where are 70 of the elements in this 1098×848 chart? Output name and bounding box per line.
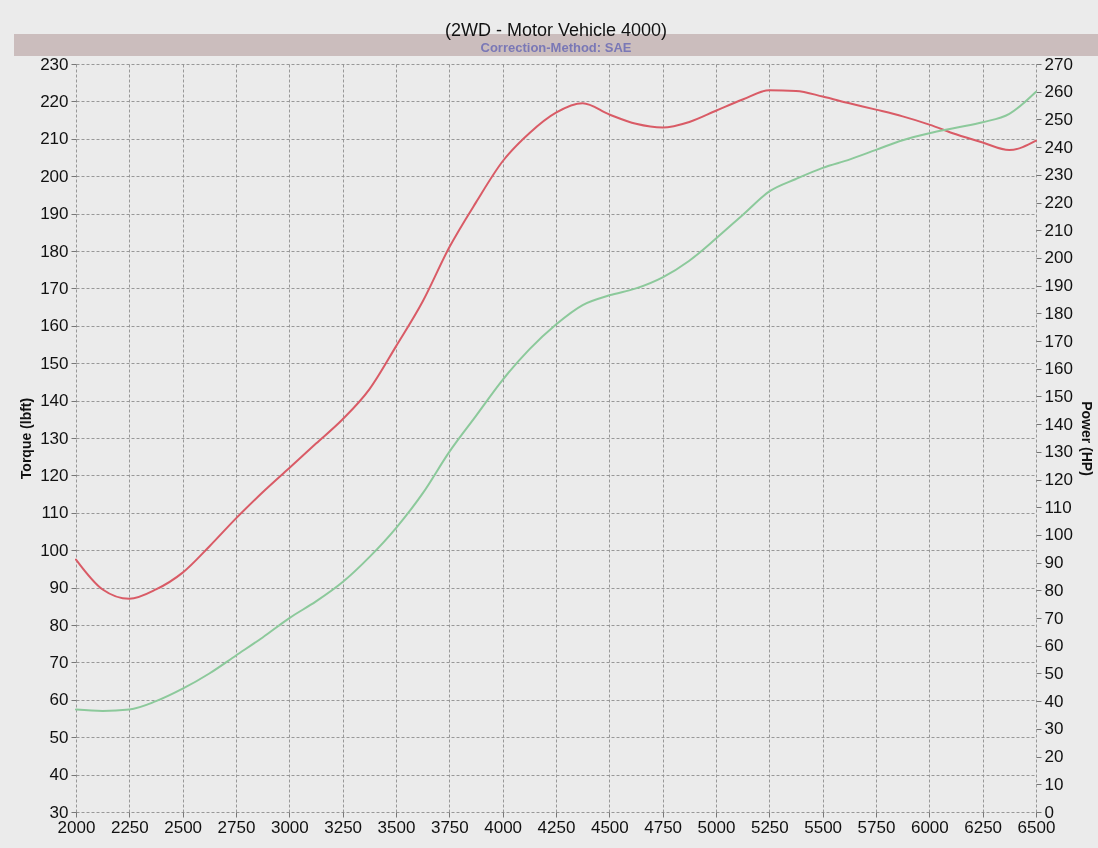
y2-tick-label: 260 xyxy=(1044,82,1073,102)
line-series xyxy=(75,90,1037,712)
y2-tick-label: 270 xyxy=(1044,54,1073,74)
x-tick-label: 6250 xyxy=(964,817,1003,837)
y-tick-label: 230 xyxy=(40,54,69,74)
y2-tick-label: 130 xyxy=(1044,442,1073,462)
x-tick-label: 2500 xyxy=(164,817,203,837)
chart-subtitle: Correction-Method: SAE xyxy=(480,40,632,55)
y2-tick-label: 90 xyxy=(1044,553,1064,573)
y2-tick-label: 160 xyxy=(1044,359,1073,379)
x-tick-label: 4250 xyxy=(537,817,576,837)
line-series xyxy=(75,89,1037,600)
y2-tick-label: 140 xyxy=(1044,414,1073,434)
x-tick-label: 4500 xyxy=(590,817,629,837)
y2-axis-title: Power (HP) xyxy=(1078,401,1095,476)
y2-tick-label: 30 xyxy=(1044,719,1064,739)
y-tick-label: 140 xyxy=(40,391,69,411)
y2-tick-label: 20 xyxy=(1044,747,1064,767)
y2-tick-label: 230 xyxy=(1044,165,1073,185)
y-tick-label: 160 xyxy=(40,316,69,336)
y2-tick-label: 170 xyxy=(1044,331,1073,351)
y2-tick-label: 100 xyxy=(1044,525,1073,545)
chart-title: (2WD - Motor Vehicle 4000) xyxy=(444,20,668,40)
y2-tick-label: 200 xyxy=(1044,248,1073,268)
x-tick-label: 5500 xyxy=(804,817,843,837)
y2-tick-label: 40 xyxy=(1044,691,1064,711)
x-tick-label: 3500 xyxy=(377,817,416,837)
y-tick-label: 50 xyxy=(49,727,69,747)
x-tick-label: 4750 xyxy=(644,817,683,837)
y-tick-label: 90 xyxy=(49,578,69,598)
y2-tick-label: 220 xyxy=(1044,193,1073,213)
y2-tick-label: 190 xyxy=(1044,276,1073,296)
y-tick-label: 120 xyxy=(40,465,69,485)
x-tick-label: 5750 xyxy=(857,817,896,837)
y-tick-label: 100 xyxy=(40,540,69,560)
y-tick-label: 150 xyxy=(40,353,69,373)
y-tick-label: 210 xyxy=(40,129,69,149)
y-tick-label: 60 xyxy=(49,690,69,710)
y2-tick-label: 250 xyxy=(1044,109,1073,129)
y2-tick-label: 240 xyxy=(1044,137,1073,157)
x-tick-label: 3250 xyxy=(324,817,363,837)
y2-tick-label: 80 xyxy=(1044,580,1064,600)
y-axis-title: Torque (lbft) xyxy=(18,397,35,480)
y-tick-label: 80 xyxy=(49,615,69,635)
y2-tick-label: 60 xyxy=(1044,636,1064,656)
y-tick-label: 70 xyxy=(49,652,69,672)
x-tick-label: 2250 xyxy=(110,817,149,837)
x-tick-label: 3750 xyxy=(430,817,469,837)
y2-tick-label: 50 xyxy=(1044,663,1064,683)
x-tick-label: 6000 xyxy=(910,817,949,837)
x-tick-label: 3000 xyxy=(270,817,309,837)
y-tick-label: 170 xyxy=(40,278,69,298)
y2-tick-label: 180 xyxy=(1044,303,1073,323)
y2-tick-label: 110 xyxy=(1044,497,1072,517)
y-tick-label: 190 xyxy=(40,204,69,224)
y2-tick-label: 210 xyxy=(1044,220,1073,240)
y-tick-label: 180 xyxy=(40,241,69,261)
y-tick-label: 220 xyxy=(40,91,69,111)
y2-tick-label: 10 xyxy=(1044,774,1064,794)
y2-tick-label: 150 xyxy=(1044,386,1073,406)
x-tick-label: 4000 xyxy=(484,817,523,837)
x-tick-label: 5000 xyxy=(697,817,736,837)
y-tick-label: 200 xyxy=(40,166,69,186)
x-tick-label: 2750 xyxy=(217,817,256,837)
y-tick-label: 110 xyxy=(41,503,69,523)
y2-tick-label: 120 xyxy=(1044,470,1073,490)
y-tick-label: 130 xyxy=(40,428,69,448)
y-tick-label: 40 xyxy=(49,765,69,785)
x-tick-label: 5250 xyxy=(750,817,789,837)
y2-tick-label: 70 xyxy=(1044,608,1064,628)
